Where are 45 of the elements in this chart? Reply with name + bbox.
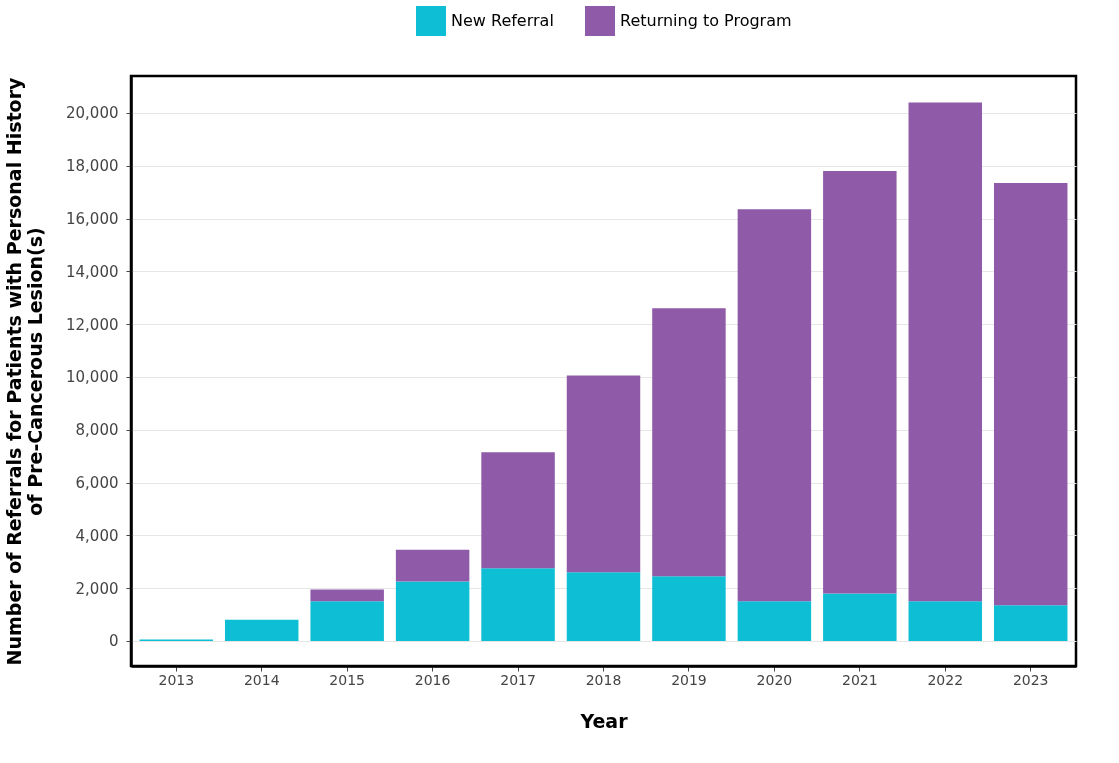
x-axis-title: Year [579,709,629,732]
bar [566,375,641,573]
legend-label: New Referral [451,11,554,30]
bar [395,549,470,582]
bar [652,576,726,641]
bar [224,619,299,641]
bar [652,308,726,577]
x-tick-label: 2018 [585,671,622,688]
x-tick-label: 2021 [842,671,878,688]
y-tick-label: 20,000 [66,104,119,123]
x-tick-label: 2013 [158,671,195,688]
y-tick-label: 6,000 [75,474,119,493]
x-tick-label: 2020 [756,671,793,688]
y-tick-label: 10,000 [66,368,119,387]
x-tick-label: 2016 [414,671,451,688]
y-tick-label: 18,000 [66,157,119,176]
bar [310,589,384,602]
legend-label: Returning to Program [620,11,792,30]
bar [310,601,384,641]
bar [395,581,470,641]
y-tick-label: 4,000 [75,526,119,545]
bar [481,568,555,641]
y-tick-label: 16,000 [66,210,119,229]
bar [823,171,897,594]
x-tick-label: 2017 [500,671,536,688]
bar [823,593,897,641]
x-tick-label: 2023 [1012,671,1049,688]
y-axis-title: Number of Referrals for Patients with Personal History of Pre-Cancerous Lesion(s) [3,77,47,666]
y-tick-label: 8,000 [75,421,119,440]
bar [737,209,812,602]
bar [908,601,983,641]
bar [737,601,812,641]
x-tick-label: 2019 [671,671,707,688]
bar [993,182,1068,606]
y-tick-label: 0 [108,632,119,651]
x-tick-label: 2015 [329,671,365,688]
y-tick-label: 2,000 [75,579,119,598]
x-tick-label: 2022 [927,671,964,688]
bar [908,102,983,602]
x-tick-label: 2014 [243,671,280,688]
bar [566,572,641,641]
y-tick-label: 12,000 [66,315,119,334]
y-tick-label: 14,000 [66,262,119,281]
bar [481,452,555,569]
bar [993,605,1068,641]
